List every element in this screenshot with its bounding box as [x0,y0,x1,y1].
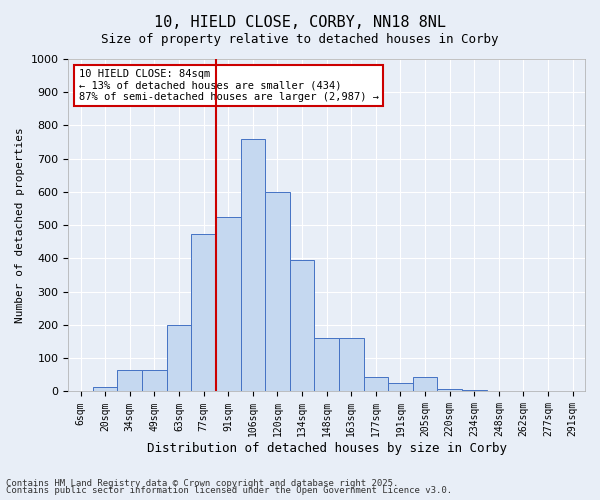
Bar [241,139,265,392]
Y-axis label: Number of detached properties: Number of detached properties [15,128,25,323]
Bar [388,383,413,392]
Bar [364,377,388,392]
Text: 10 HIELD CLOSE: 84sqm
← 13% of detached houses are smaller (434)
87% of semi-det: 10 HIELD CLOSE: 84sqm ← 13% of detached … [79,69,379,102]
Bar [290,260,314,392]
Bar [167,325,191,392]
Bar [93,387,118,392]
X-axis label: Distribution of detached houses by size in Corby: Distribution of detached houses by size … [146,442,506,455]
Text: Contains public sector information licensed under the Open Government Licence v3: Contains public sector information licen… [6,486,452,495]
Bar [487,391,511,392]
Text: Contains HM Land Registry data © Crown copyright and database right 2025.: Contains HM Land Registry data © Crown c… [6,478,398,488]
Bar [462,390,487,392]
Bar [437,389,462,392]
Bar [413,377,437,392]
Bar [265,192,290,392]
Bar [142,370,167,392]
Bar [314,338,339,392]
Bar [216,217,241,392]
Text: 10, HIELD CLOSE, CORBY, NN18 8NL: 10, HIELD CLOSE, CORBY, NN18 8NL [154,15,446,30]
Bar [118,370,142,392]
Bar [339,338,364,392]
Text: Size of property relative to detached houses in Corby: Size of property relative to detached ho… [101,32,499,46]
Bar [191,234,216,392]
